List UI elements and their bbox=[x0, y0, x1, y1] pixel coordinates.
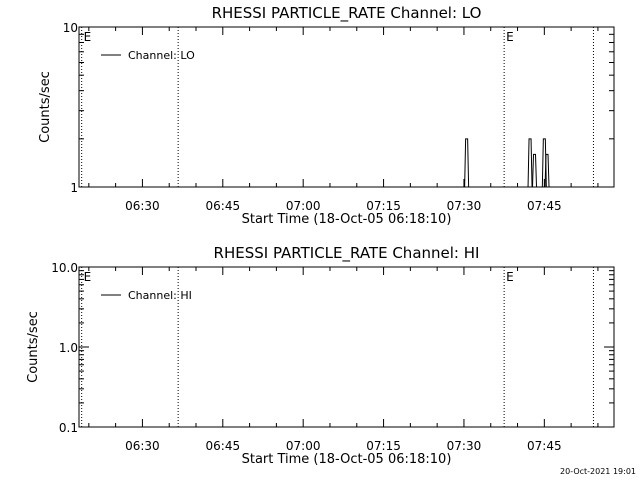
x-axis-label: Start Time (18-Oct-05 06:18:10) bbox=[242, 212, 452, 227]
x-tick-label: 07:45 bbox=[527, 439, 562, 453]
x-tick-label: 07:00 bbox=[286, 199, 321, 213]
x-axis-label: Start Time (18-Oct-05 06:18:10) bbox=[242, 452, 452, 467]
x-tick-label: 06:30 bbox=[125, 439, 160, 453]
x-tick-label: 07:30 bbox=[447, 199, 482, 213]
y-axis-label: Counts/sec bbox=[26, 311, 41, 383]
plot-frame bbox=[78, 26, 615, 188]
chart-title: RHESSI PARTICLE_RATE Channel: HI bbox=[214, 244, 480, 263]
x-tick-label: 07:30 bbox=[447, 439, 482, 453]
y-tick-label: 10.0 bbox=[51, 261, 78, 275]
legend-entry: Channel: LO bbox=[128, 49, 195, 62]
eclipse-marker-label: E bbox=[84, 30, 92, 44]
x-tick-label: 07:45 bbox=[527, 199, 562, 213]
x-tick-label: 07:00 bbox=[286, 439, 321, 453]
y-tick-label: 0.1 bbox=[59, 421, 78, 435]
x-tick-label: 06:45 bbox=[206, 439, 241, 453]
data-spike bbox=[464, 138, 470, 188]
chart-title: RHESSI PARTICLE_RATE Channel: LO bbox=[212, 4, 482, 23]
footer-timestamp: 20-Oct-2021 19:01 bbox=[560, 467, 636, 476]
x-tick-label: 06:30 bbox=[125, 199, 160, 213]
data-spike bbox=[532, 153, 538, 188]
data-spike bbox=[527, 138, 533, 188]
y-tick-label: 1.0 bbox=[59, 341, 78, 355]
eclipse-marker-label: E bbox=[84, 270, 92, 284]
data-spike bbox=[544, 153, 550, 188]
eclipse-marker-label: E bbox=[506, 30, 514, 44]
y-axis-label: Counts/sec bbox=[38, 71, 53, 143]
eclipse-marker-label: E bbox=[506, 270, 514, 284]
y-tick-label: 1 bbox=[70, 181, 78, 195]
legend-entry: Channel: HI bbox=[128, 289, 192, 302]
x-tick-label: 07:15 bbox=[366, 199, 401, 213]
y-tick-label: 10 bbox=[63, 21, 78, 35]
x-tick-label: 06:45 bbox=[206, 199, 241, 213]
x-tick-label: 07:15 bbox=[366, 439, 401, 453]
